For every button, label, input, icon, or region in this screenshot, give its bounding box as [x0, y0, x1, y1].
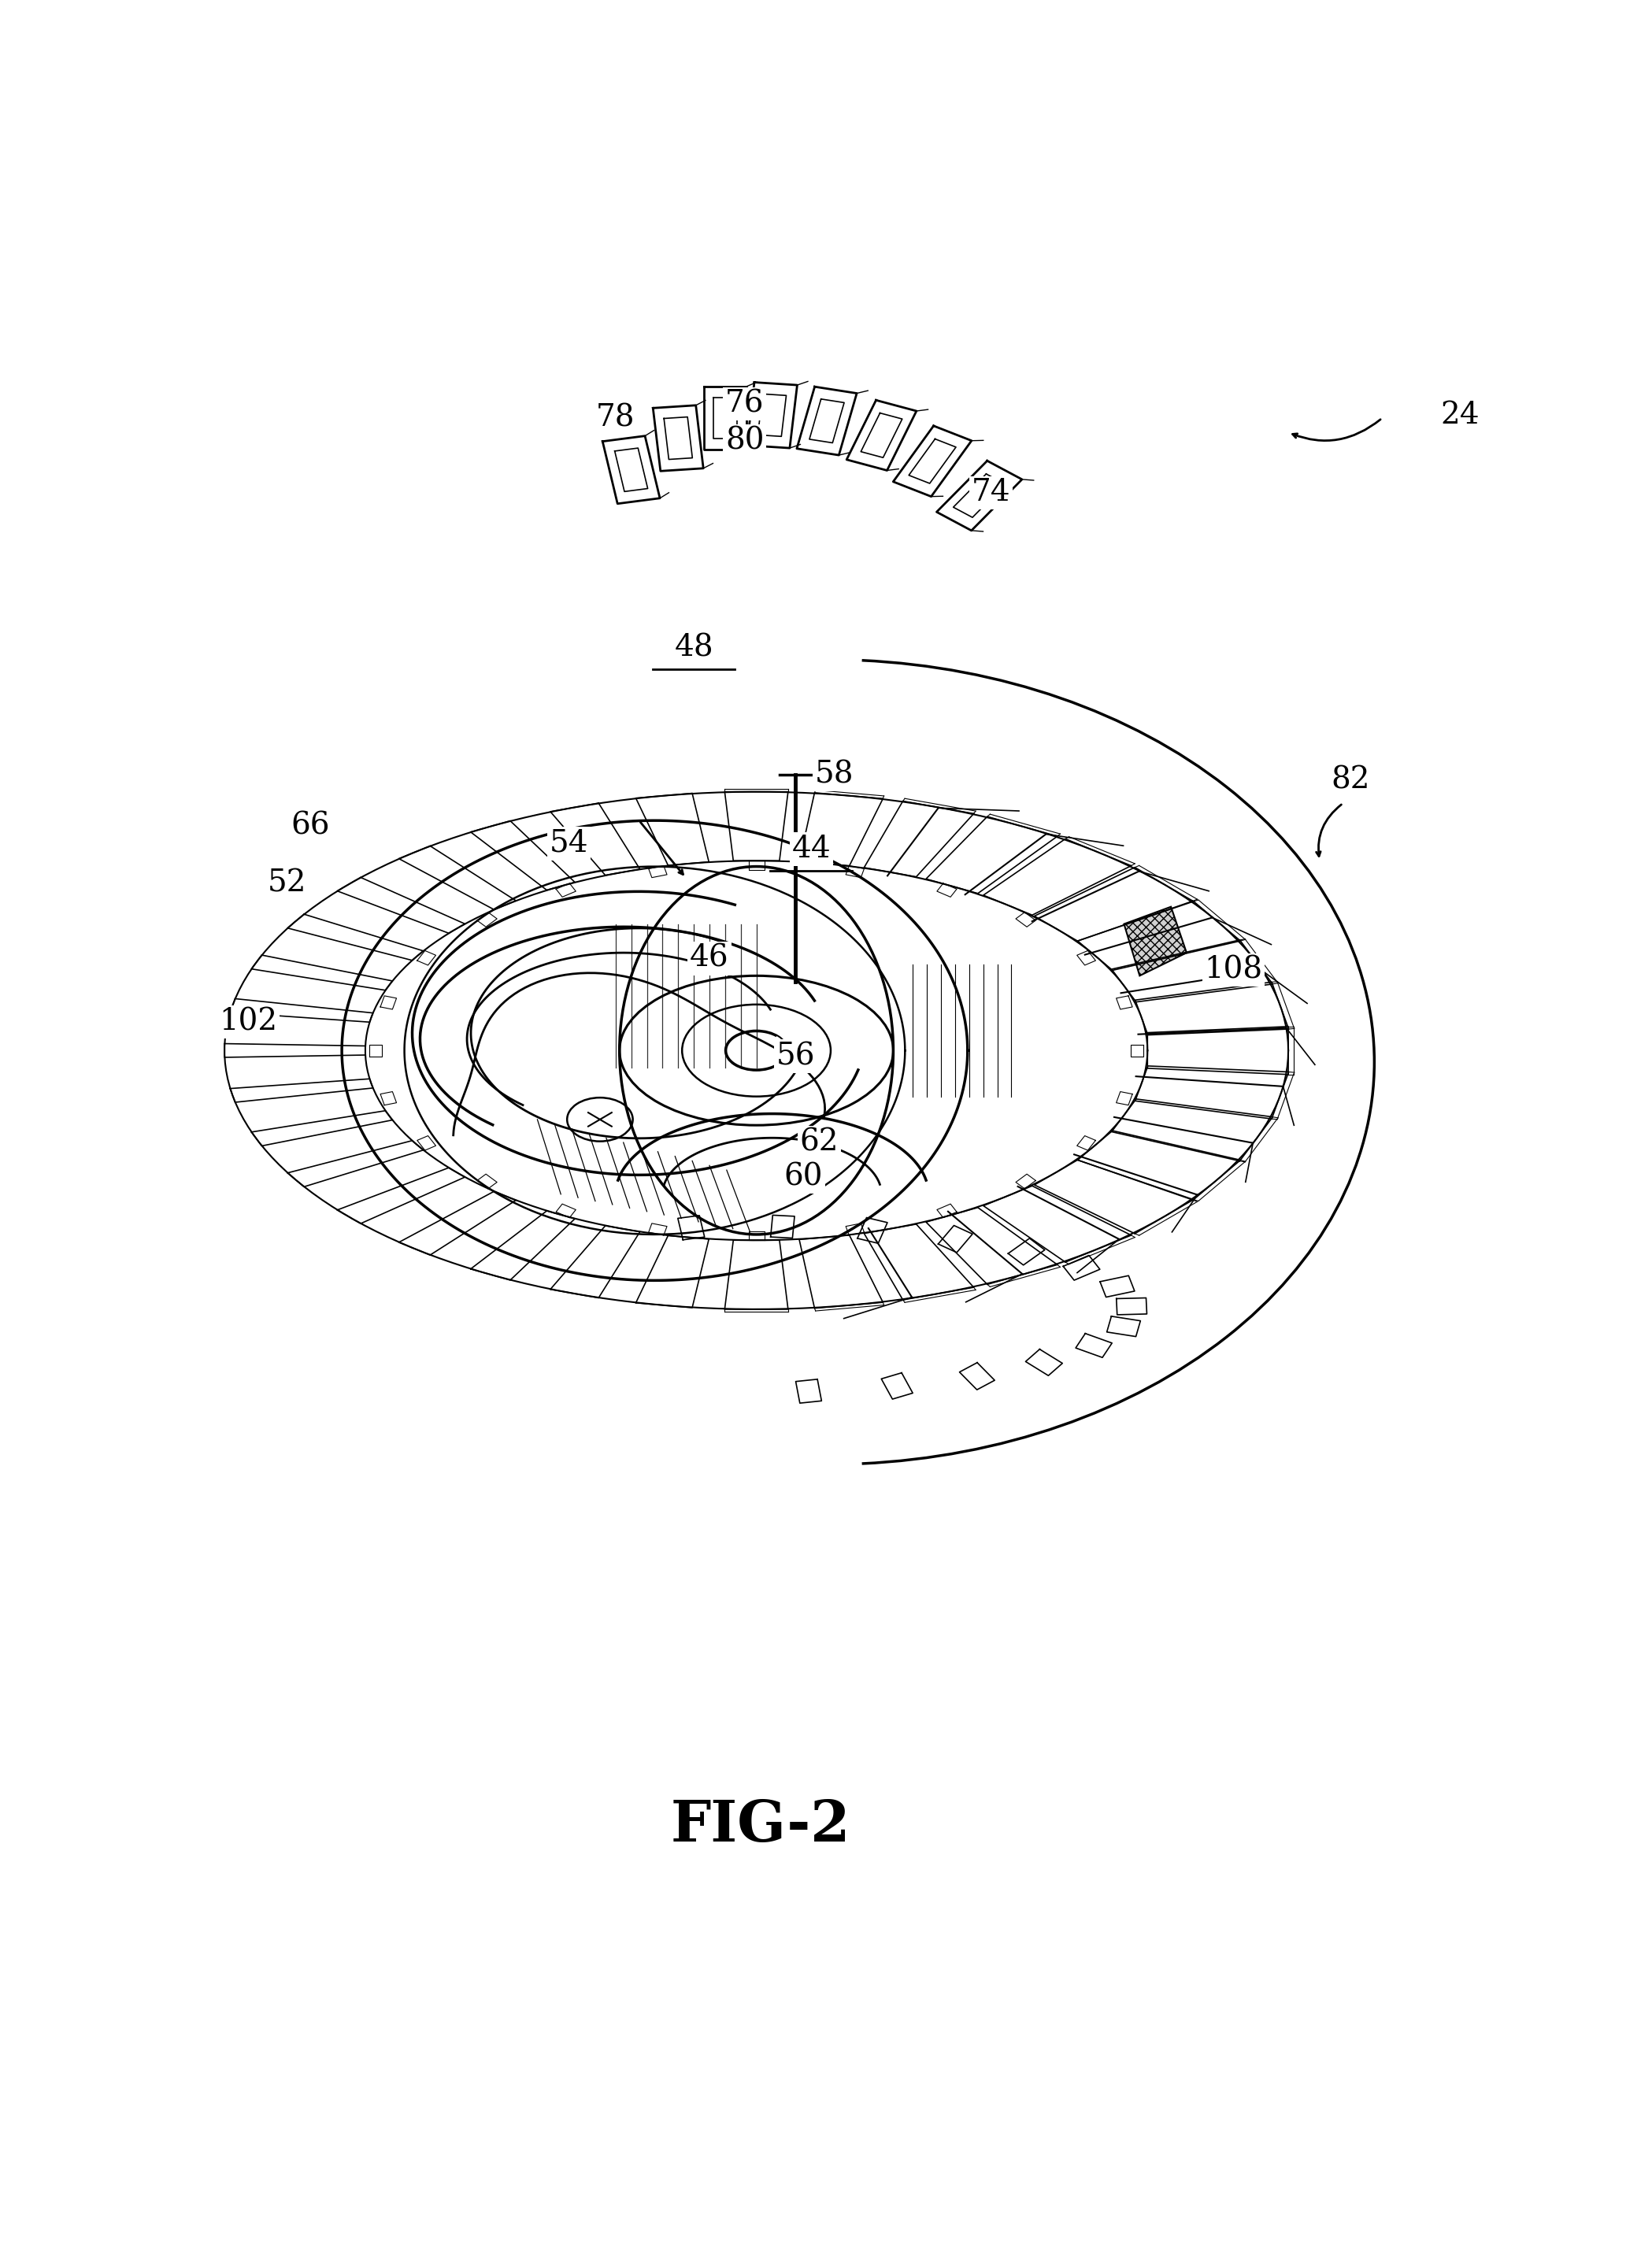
Text: 80: 80 — [725, 427, 765, 456]
Text: 60: 60 — [783, 1162, 823, 1191]
Text: 78: 78 — [596, 404, 634, 434]
Text: 44: 44 — [791, 834, 831, 863]
Text: 56: 56 — [776, 1043, 814, 1072]
Text: 74: 74 — [971, 479, 1011, 508]
Text: 52: 52 — [268, 870, 307, 899]
Text: 54: 54 — [548, 829, 588, 858]
Text: 76: 76 — [725, 389, 765, 418]
Polygon shape — [1123, 908, 1186, 975]
Text: 66: 66 — [291, 811, 330, 840]
Text: 46: 46 — [691, 944, 729, 973]
Text: 48: 48 — [674, 634, 714, 663]
Text: 24: 24 — [1441, 404, 1480, 434]
Text: 58: 58 — [814, 759, 854, 789]
Text: FIG-2: FIG-2 — [671, 1798, 851, 1854]
Text: 62: 62 — [800, 1128, 839, 1157]
Text: 102: 102 — [218, 1007, 278, 1036]
Text: 24: 24 — [1441, 400, 1480, 429]
Text: 108: 108 — [1204, 955, 1262, 984]
Text: 82: 82 — [1332, 766, 1371, 795]
